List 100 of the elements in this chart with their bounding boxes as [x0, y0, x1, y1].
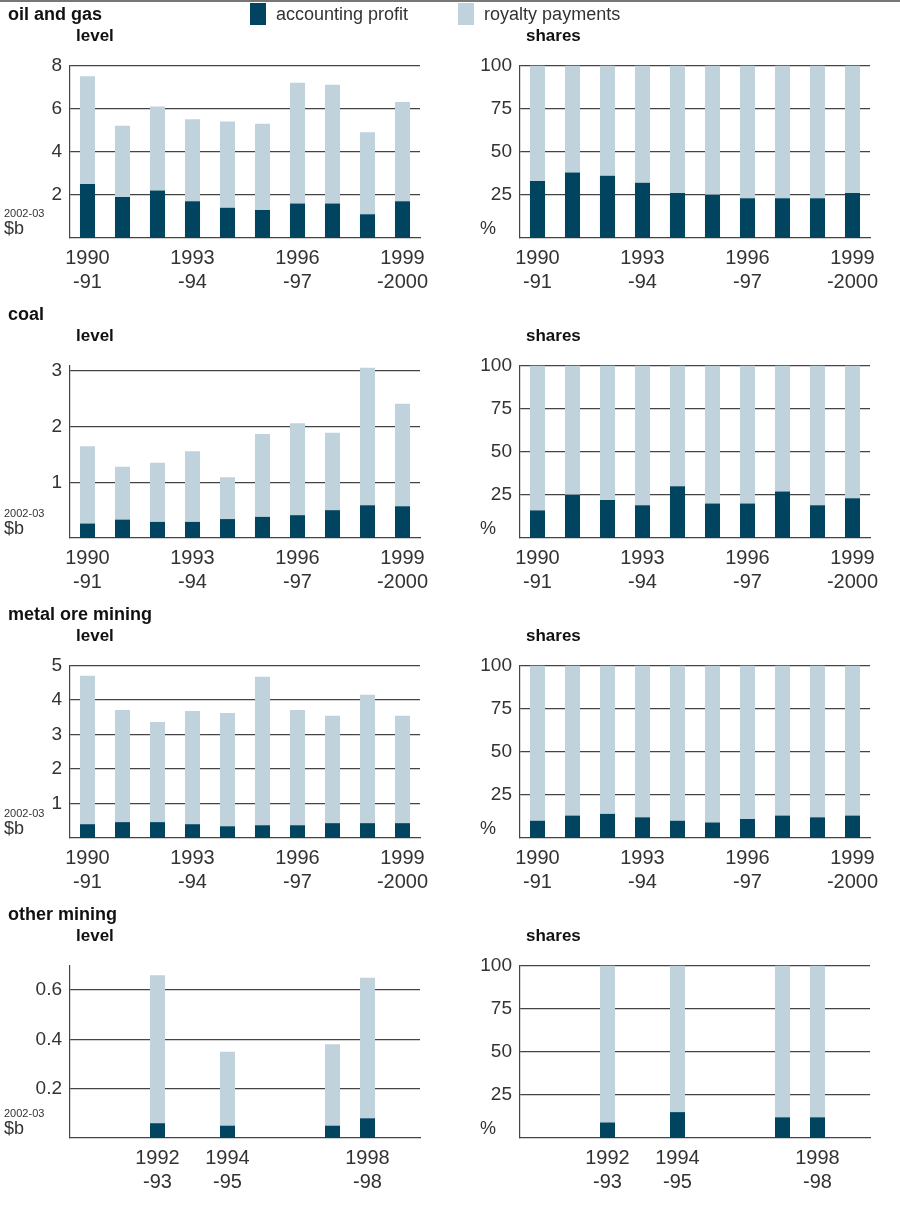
- bar: [634, 505, 651, 538]
- bar: [324, 823, 341, 838]
- bar: [184, 824, 201, 838]
- bar: [599, 365, 616, 501]
- y-axis-title: 2002-03 $b: [4, 206, 45, 238]
- chart-title: coal: [7, 303, 46, 326]
- bar: [149, 1123, 166, 1138]
- bar: [599, 813, 616, 838]
- bar: [844, 498, 861, 538]
- x-tick-label: 1990 -91: [65, 845, 110, 892]
- y-axis-title: 2002-03 $b: [4, 506, 45, 538]
- bar: [809, 505, 826, 538]
- chart-subtitle: shares: [525, 626, 582, 646]
- y-axis-title: %: [480, 1117, 497, 1138]
- y-tick-label: 0.4: [35, 1027, 63, 1049]
- chart-subtitle: shares: [525, 326, 582, 346]
- x-tick-label: 1999 -2000: [376, 545, 429, 592]
- bar: [809, 965, 826, 1118]
- bar: [289, 423, 306, 516]
- y-tick-label: 8: [51, 53, 62, 75]
- bar: [219, 1125, 236, 1138]
- bar: [774, 1117, 791, 1138]
- bar: [394, 201, 411, 238]
- y-tick-label: 25: [490, 483, 512, 505]
- bar: [79, 824, 96, 838]
- bar: [739, 819, 756, 838]
- x-tick-label: 1993 -94: [170, 545, 215, 592]
- bar: [529, 365, 546, 511]
- bar: [739, 503, 756, 538]
- bar: [289, 515, 306, 538]
- bar: [254, 676, 271, 826]
- bar: [704, 503, 721, 538]
- chart-title: other mining: [7, 903, 118, 926]
- bar: [704, 365, 721, 504]
- bar: [669, 365, 686, 487]
- bar: [114, 466, 131, 520]
- bar: [564, 815, 581, 838]
- x-tick-label: 1992 -93: [585, 1145, 630, 1192]
- bar: [359, 505, 376, 538]
- y-axis-title: %: [480, 517, 497, 538]
- chart-subtitle: shares: [525, 926, 582, 946]
- bar: [184, 119, 201, 202]
- chart-subtitle: level: [75, 626, 115, 646]
- chart-subtitle: level: [75, 926, 115, 946]
- bar: [184, 710, 201, 825]
- x-tick-label: 1996 -97: [725, 245, 770, 292]
- bar: [149, 521, 166, 538]
- bar: [324, 510, 341, 538]
- bar: [809, 365, 826, 506]
- bar: [114, 197, 131, 238]
- bar: [599, 1122, 616, 1138]
- bar: [774, 491, 791, 538]
- bar: [359, 214, 376, 238]
- y-tick-label: 75: [490, 996, 512, 1018]
- x-tick-label: 1990 -91: [515, 245, 560, 292]
- bar: [739, 65, 756, 199]
- bar: [809, 1117, 826, 1138]
- bar: [564, 65, 581, 173]
- x-tick-label: 1999 -2000: [826, 545, 879, 592]
- bar: [184, 201, 201, 238]
- bar: [149, 106, 166, 191]
- bar: [599, 965, 616, 1123]
- x-tick-label: 1998 -98: [795, 1145, 840, 1192]
- y-axis-title: 2002-03 $b: [4, 1106, 45, 1138]
- bar: [774, 365, 791, 492]
- y-tick-label: 25: [490, 183, 512, 205]
- bar: [394, 715, 411, 824]
- bar: [844, 665, 861, 816]
- bar: [79, 76, 96, 185]
- x-tick-label: 1999 -2000: [826, 245, 879, 292]
- bar: [564, 494, 581, 538]
- bar: [114, 709, 131, 823]
- bar: [529, 181, 546, 238]
- bar: [669, 1112, 686, 1138]
- y-tick-label: 75: [490, 696, 512, 718]
- bar: [114, 519, 131, 538]
- y-tick-label: 2: [51, 757, 62, 779]
- x-tick-label: 1996 -97: [275, 845, 320, 892]
- bar: [669, 665, 686, 821]
- bar: [809, 198, 826, 238]
- bar: [79, 523, 96, 538]
- bar: [114, 822, 131, 838]
- bar: [394, 102, 411, 202]
- bar: [599, 665, 616, 814]
- y-tick-label: 0.6: [35, 978, 62, 1000]
- bar: [739, 198, 756, 238]
- x-tick-label: 1999 -2000: [376, 245, 429, 292]
- chart-subtitle: level: [75, 326, 115, 346]
- x-tick-label: 1999 -2000: [376, 845, 429, 892]
- x-tick-label: 1993 -94: [170, 245, 215, 292]
- y-tick-label: 50: [490, 739, 512, 761]
- bar: [219, 713, 236, 827]
- bar: [599, 500, 616, 538]
- y-tick-label: 3: [51, 722, 62, 744]
- y-tick-label: 25: [490, 783, 512, 805]
- bar: [774, 665, 791, 816]
- bar: [739, 665, 756, 820]
- y-tick-label: 2: [51, 414, 62, 436]
- bar: [529, 510, 546, 538]
- chart-subtitle: level: [75, 26, 115, 46]
